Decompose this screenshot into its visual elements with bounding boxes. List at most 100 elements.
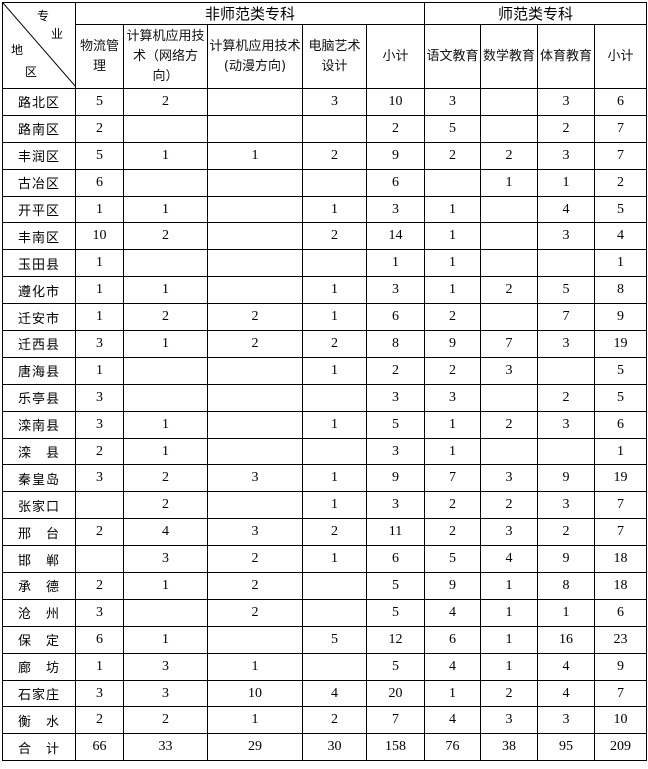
group-normal: 师范类专科 [423, 2, 648, 25]
value-cell: 4 [537, 195, 595, 224]
column-header: 语文教育 [424, 24, 481, 89]
value-cell: 1 [123, 437, 208, 466]
value-cell: 1 [123, 625, 208, 654]
value-cell: 3 [123, 652, 208, 681]
table-row: 邯 郸 3 2 1 6 5 4 9 18 [2, 545, 648, 574]
column-header: 小计 [366, 24, 425, 89]
value-cell: 2 [537, 114, 595, 143]
region-cell: 乐亭县 [2, 383, 76, 412]
value-cell [207, 276, 303, 305]
value-cell [480, 249, 538, 278]
value-cell: 3 [537, 706, 595, 735]
value-cell: 11 [366, 518, 425, 547]
value-cell: 9 [424, 330, 481, 358]
value-cell: 12 [366, 625, 425, 654]
value-cell: 3 [424, 383, 481, 412]
value-cell: 3 [366, 195, 425, 224]
value-cell [480, 437, 538, 466]
value-cell: 5 [366, 410, 425, 439]
value-cell: 2 [123, 464, 208, 493]
value-cell: 1 [424, 249, 481, 278]
value-cell [480, 88, 538, 116]
value-cell: 5 [75, 88, 124, 116]
value-cell: 3 [537, 141, 595, 170]
value-cell [123, 168, 208, 197]
value-cell: 1 [123, 410, 208, 439]
value-cell: 95 [537, 733, 595, 762]
value-cell: 6 [75, 168, 124, 197]
column-header: 计算机应用技术(动漫方向) [207, 24, 303, 89]
corner-header: 专 业 地 区 [2, 2, 76, 89]
value-cell: 1 [302, 276, 367, 305]
value-cell: 6 [424, 625, 481, 654]
region-cell: 开平区 [2, 195, 76, 224]
region-cell: 玉田县 [2, 249, 76, 278]
value-cell: 2 [366, 114, 425, 143]
value-cell: 5 [424, 114, 481, 143]
value-cell: 10 [75, 222, 124, 251]
value-cell: 1 [302, 464, 367, 493]
value-cell: 3 [123, 545, 208, 574]
value-cell: 2 [75, 706, 124, 735]
column-header: 小计 [593, 24, 648, 89]
value-cell: 3 [537, 88, 595, 116]
value-cell: 5 [366, 652, 425, 681]
value-cell [424, 168, 481, 197]
value-cell: 1 [424, 679, 481, 708]
region-cell: 秦皇岛 [2, 464, 76, 493]
region-cell: 丰南区 [2, 222, 76, 251]
value-cell: 1 [480, 572, 538, 600]
value-cell: 1 [537, 598, 595, 627]
value-cell: 7 [480, 330, 538, 358]
value-cell: 3 [75, 679, 124, 708]
value-cell [207, 249, 303, 278]
value-cell: 20 [366, 679, 425, 708]
value-cell: 2 [123, 303, 208, 332]
corner-label-major: 专 [37, 9, 50, 23]
value-cell: 6 [593, 410, 648, 439]
value-cell: 2 [480, 679, 538, 708]
value-cell: 9 [366, 464, 425, 493]
value-cell: 18 [593, 545, 648, 574]
value-cell: 5 [593, 383, 648, 412]
table-row: 遵化市 1 1 1 3 1 2 5 8 [2, 276, 648, 305]
value-cell: 3 [537, 330, 595, 358]
value-cell: 1 [424, 222, 481, 251]
value-cell: 7 [593, 679, 648, 708]
value-cell [480, 114, 538, 143]
value-cell [302, 572, 367, 600]
region-cell: 唐海县 [2, 356, 76, 385]
corner-label-major-2: 业 [51, 27, 64, 41]
value-cell [75, 491, 124, 520]
table-row: 衡 水 2 2 1 2 7 4 3 3 10 [2, 706, 648, 735]
value-cell: 16 [537, 625, 595, 654]
value-cell [207, 625, 303, 654]
value-cell [207, 168, 303, 197]
value-cell: 4 [480, 545, 538, 574]
value-cell: 23 [593, 625, 648, 654]
value-cell: 1 [75, 249, 124, 278]
value-cell [537, 356, 595, 385]
value-cell [207, 222, 303, 251]
value-cell: 2 [480, 410, 538, 439]
value-cell [480, 222, 538, 251]
value-cell: 2 [75, 572, 124, 600]
value-cell: 1 [75, 303, 124, 332]
value-cell [537, 437, 595, 466]
region-cell: 张家口 [2, 491, 76, 520]
value-cell: 1 [207, 141, 303, 170]
value-cell: 30 [302, 733, 367, 762]
region-cell: 古冶区 [2, 168, 76, 197]
value-cell: 3 [537, 222, 595, 251]
value-cell [123, 383, 208, 412]
value-cell [480, 383, 538, 412]
value-cell: 3 [75, 383, 124, 412]
value-cell [207, 356, 303, 385]
value-cell: 3 [537, 491, 595, 520]
value-cell: 2 [366, 356, 425, 385]
table-row: 路南区 2 2 5 2 7 [2, 114, 648, 143]
value-cell: 76 [424, 733, 481, 762]
value-cell: 7 [366, 706, 425, 735]
column-header: 物流管理 [75, 24, 124, 89]
value-cell: 3 [302, 88, 367, 116]
